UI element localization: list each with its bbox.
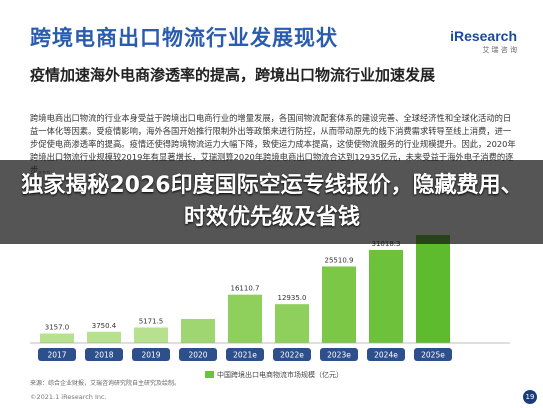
category-tag-2024e xyxy=(367,348,405,361)
logo-subtitle: 艾 瑞 咨 询 xyxy=(482,46,517,54)
bar-2017 xyxy=(40,333,74,343)
data-label-2022e: 12935.0 xyxy=(278,294,307,302)
category-tag-2020 xyxy=(179,348,217,361)
category-tag-2017 xyxy=(38,348,76,361)
data-label-2017: 3157.0 xyxy=(45,324,70,332)
page-title: 跨境电商出口物流行业发展现状 xyxy=(30,26,338,50)
overlay-banner-text: 独家揭秘2026印度国际空运专线报价，隐藏费用、时效优先级及省钱 xyxy=(21,173,523,230)
x-tick-label-2020: 2020 xyxy=(188,351,207,360)
data-label-2019: 5171.5 xyxy=(139,317,164,325)
data-label-2018: 3750.4 xyxy=(92,322,117,330)
data-label-2021e: 16110.7 xyxy=(231,285,260,293)
x-tick-label-2018: 2018 xyxy=(94,351,113,360)
category-tag-2023e xyxy=(320,348,358,361)
bar-2023e xyxy=(322,266,356,343)
x-tick-label-2022e: 2022e xyxy=(280,351,304,360)
x-tick-label-2017: 2017 xyxy=(47,351,66,360)
x-tick-label-2019: 2019 xyxy=(141,351,160,360)
bar-2018 xyxy=(87,331,121,343)
category-tag-2021e xyxy=(226,348,264,361)
section-subtitle: 疫情加速海外电商渗透率的提高，跨境出口物流行业加速发展 xyxy=(30,66,436,84)
x-tick-label-2021e: 2021e xyxy=(233,351,257,360)
bar-2019 xyxy=(134,327,168,343)
source-note: 来源：综合企业财报，艾瑞咨询研究院自主研究及绘制。 xyxy=(30,380,181,387)
category-tag-2018 xyxy=(85,348,123,361)
x-tick-label-2025e: 2025e xyxy=(421,351,445,360)
bar-2024e xyxy=(369,249,403,343)
bar-2020 xyxy=(181,319,215,343)
bar-2021e xyxy=(228,294,262,343)
copyright-footer: ©2021.1 iResearch Inc. xyxy=(30,393,107,401)
data-label-2023e: 25510.9 xyxy=(325,256,354,264)
bar-2022e xyxy=(275,304,309,343)
iresearch-logo: iResearch 艾 瑞 咨 询 xyxy=(450,28,517,55)
chart-legend: 中国跨境出口电商物流市场规模（亿元） xyxy=(205,370,343,380)
x-tick-label-2023e: 2023e xyxy=(327,351,351,360)
bar-2025e xyxy=(416,235,450,343)
x-tick-label-2024e: 2024e xyxy=(374,351,398,360)
logo-brand: iResearch xyxy=(450,28,517,44)
category-tag-2025e xyxy=(414,348,452,361)
legend-label: 中国跨境出口电商物流市场规模（亿元） xyxy=(217,371,343,379)
legend-swatch xyxy=(205,371,214,378)
category-tag-2022e xyxy=(273,348,311,361)
overlay-banner xyxy=(0,160,543,244)
category-tag-2019 xyxy=(132,348,170,361)
page-number-badge: 19 xyxy=(523,390,537,404)
